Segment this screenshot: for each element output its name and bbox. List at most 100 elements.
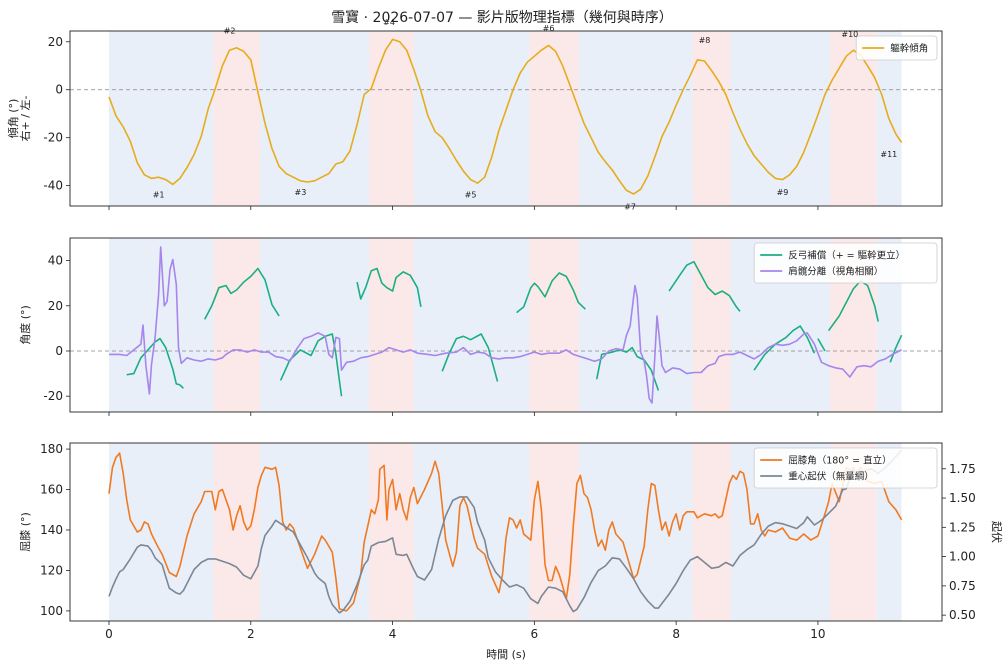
y2-tick-label: 0.75 — [949, 579, 976, 593]
event-marker-label: #10 — [841, 30, 858, 39]
phase-span-blue — [413, 443, 530, 621]
phase-span-blue — [413, 238, 530, 412]
x-tick-label: 8 — [672, 627, 680, 641]
phase-span-red — [529, 31, 580, 206]
y2-tick-label: 1.75 — [949, 462, 976, 476]
series-line-counter — [203, 267, 280, 320]
series-group — [108, 449, 903, 614]
phase-span-blue — [413, 31, 530, 206]
series-line-counter — [668, 260, 741, 312]
legend-entry: 重心起伏（無量綱） — [788, 471, 874, 483]
y-tick-label: 140 — [40, 523, 63, 537]
panel-angles: -20 0 20 40 角度 (°) 反弓補償（+ = 驅幹更立） 肩髖分離（視角相關） — [18, 237, 943, 416]
x-tick-label: 4 — [389, 627, 397, 641]
legend-entry: 反弓補償（+ = 驅幹更立） — [788, 250, 905, 262]
series-line-knee — [108, 452, 903, 612]
axes-frame — [69, 442, 943, 622]
series-line-counter — [753, 325, 816, 371]
y-tick-label: 100 — [40, 604, 63, 618]
y-tick-label: 160 — [40, 483, 63, 497]
y-tick-label: 20 — [48, 35, 63, 49]
y-tick-label: -20 — [43, 389, 63, 403]
series-line-counter — [126, 337, 184, 389]
y2-tick-label: 1.50 — [949, 491, 976, 505]
y-tick-label: 0 — [55, 83, 63, 97]
phase-span-blue — [108, 238, 214, 412]
y-tick-label: -20 — [43, 131, 63, 145]
series-group — [108, 38, 903, 195]
x-tick-label: 6 — [531, 627, 539, 641]
phase-span-red — [692, 31, 731, 206]
phase-span-blue — [259, 238, 370, 412]
phase-span-blue — [259, 31, 370, 206]
phase-span-blue — [108, 31, 214, 206]
series-line-sep — [109, 246, 902, 404]
event-marker-label: #8 — [699, 36, 711, 45]
x-tick-label: 0 — [105, 627, 113, 641]
event-marker-label: #2 — [224, 26, 236, 35]
y-tick-label: 40 — [48, 254, 63, 268]
series-line-counter — [817, 338, 826, 352]
y2-tick-label: 1.00 — [949, 550, 976, 564]
phase-span-blue — [259, 443, 370, 621]
series-group — [109, 246, 903, 404]
series-line-counter — [827, 280, 879, 332]
phase-span-blue — [108, 443, 214, 621]
phase-span-blue — [730, 31, 830, 206]
event-marker-label: #4 — [383, 18, 395, 27]
phase-span-red — [529, 443, 580, 621]
y-axis-label-secondary: 右+ / 左- — [18, 96, 32, 142]
y-tick-label: 0 — [55, 344, 63, 358]
phase-span-red — [692, 443, 731, 621]
series-line-tilt — [108, 38, 903, 195]
legend-entry: 軀幹傾角 — [890, 43, 928, 55]
series-line-counter — [889, 334, 903, 363]
y2-tick-label: 0.50 — [949, 608, 976, 622]
axes-frame — [69, 237, 943, 413]
series-line-counter — [356, 267, 422, 308]
y2-tick-label: 1.25 — [949, 520, 976, 534]
legend-entry: 屈膝角（180° = 直立） — [788, 455, 891, 467]
chart-title: 雪寶 · 2026-07-07 — 影片版物理指標（幾何與時序） — [331, 10, 673, 26]
phase-span-blue — [579, 238, 693, 412]
phase-span-red — [369, 31, 414, 206]
phase-span-red — [529, 238, 580, 412]
legend: 屈膝角（180° = 直立） 重心起伏（無量綱） — [753, 447, 938, 489]
x-tick-label: 2 — [247, 627, 255, 641]
y2-axis-label: 起伏 — [990, 521, 1004, 543]
x-axis-label: 時間 (s) — [486, 648, 526, 661]
y-tick-label: -40 — [43, 179, 63, 193]
y-axis-label: 屈膝 (°) — [19, 512, 32, 552]
legend-box — [753, 242, 938, 284]
legend: 軀幹傾角 — [855, 35, 938, 61]
panel-tilt: -40 -20 0 20 傾角 (°) 右+ / 左- #1 #2 #3 #4 #5 #6 #7 #8 #9… — [6, 18, 943, 212]
event-marker-label: #1 — [153, 191, 165, 200]
series-line-com — [108, 449, 903, 614]
series-line-counter — [441, 333, 499, 382]
phase-span-red — [213, 443, 260, 621]
event-marker-label: #6 — [543, 24, 555, 33]
legend: 反弓補償（+ = 驅幹更立） 肩髖分離（視角相關） — [753, 242, 938, 284]
event-marker-label: #11 — [880, 150, 897, 159]
axes-frame — [69, 30, 943, 207]
phase-span-red — [692, 238, 731, 412]
y-tick-label: 20 — [48, 299, 63, 313]
phase-span-red — [369, 238, 414, 412]
event-marker-label: #9 — [777, 188, 789, 197]
event-marker-label: #5 — [465, 191, 477, 200]
legend-entry: 肩髖分離（視角相關） — [788, 266, 883, 278]
phase-span-red — [369, 443, 414, 621]
y-axis-label: 角度 (°) — [18, 305, 32, 345]
y-axis-label: 傾角 (°) — [6, 99, 20, 139]
phase-span-red — [213, 238, 260, 412]
phase-span-blue — [579, 31, 693, 206]
y-tick-label: 180 — [40, 442, 63, 456]
series-line-counter — [516, 272, 586, 314]
event-marker-label: #3 — [295, 188, 307, 197]
phase-span-blue — [579, 443, 693, 621]
legend-box — [753, 447, 938, 489]
legend-box — [855, 35, 938, 61]
phase-span-red — [213, 31, 260, 206]
